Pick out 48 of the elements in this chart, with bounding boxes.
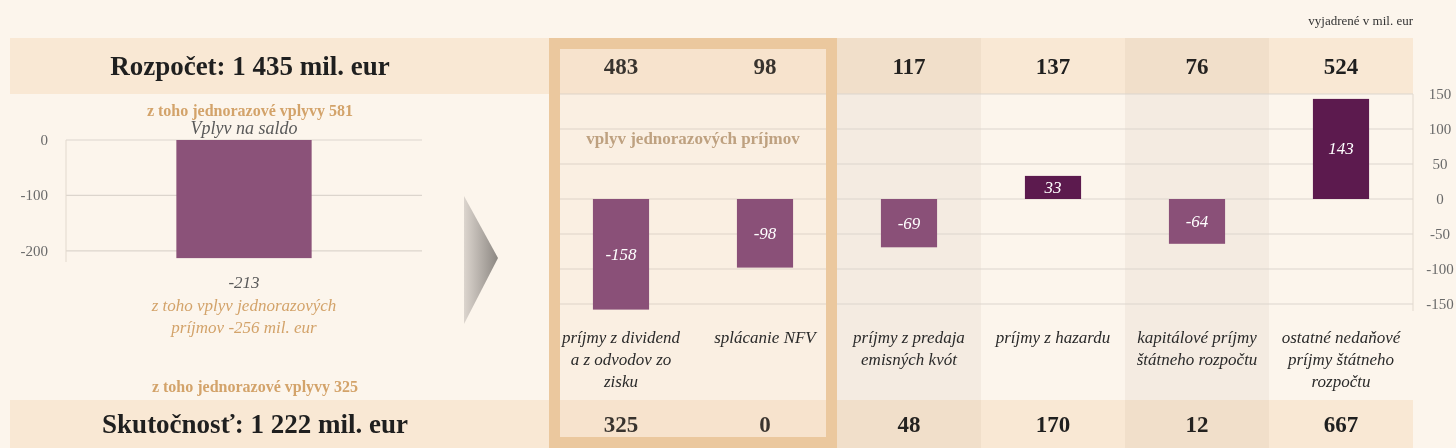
- data-label: 524: [1323, 53, 1359, 79]
- x-tick-label: splácanie NFV: [714, 327, 819, 347]
- data-label: 117: [892, 53, 926, 79]
- y-tick-label: -150: [1426, 296, 1454, 312]
- bar: [592, 199, 650, 310]
- y-tick-label: 150: [1428, 86, 1452, 102]
- y-tick-label: 50: [1432, 156, 1448, 172]
- data-label: 76: [1185, 53, 1209, 79]
- data-label: 0: [759, 411, 771, 437]
- x-tick-label: ostatné nedaňové príjmy štátneho rozpočtu: [1281, 327, 1402, 391]
- y-tick-label: 100: [1428, 121, 1452, 137]
- data-label: -158: [605, 244, 638, 264]
- data-label: 137: [1035, 53, 1071, 79]
- data-label: 667: [1323, 411, 1359, 437]
- data-label: 483: [603, 53, 639, 79]
- bar: [880, 199, 938, 248]
- data-label: -213: [228, 272, 260, 292]
- y-tick-label: 0: [40, 132, 48, 148]
- bar: [1312, 98, 1370, 199]
- data-label: -98: [753, 223, 777, 243]
- y-tick-label: -100: [1426, 261, 1454, 277]
- text: vyjadrené v mil. eur: [1308, 12, 1414, 28]
- x-tick-label: príjmy z dividend a z odvodov zo zisku: [560, 327, 681, 391]
- x-tick-label: kapitálové príjmy štátneho rozpočtu: [1136, 327, 1258, 369]
- x-tick-label: príjmy z hazardu: [994, 327, 1111, 347]
- y-tick-label: -50: [1430, 226, 1450, 242]
- data-label: 48: [897, 411, 921, 437]
- x-tick-label: príjmy z predaja emisných kvót: [852, 327, 965, 369]
- data-label: -64: [1185, 211, 1209, 231]
- data-label: 170: [1035, 411, 1071, 437]
- bar: [736, 199, 794, 268]
- data-label: -69: [897, 213, 921, 233]
- data-label: 325: [603, 411, 639, 437]
- data-label: 33: [1043, 177, 1062, 197]
- data-label: 12: [1185, 411, 1209, 437]
- bar: [1168, 199, 1226, 244]
- text: Skutočnosť: 1 222 mil. eur: [102, 409, 408, 439]
- y-tick-label: 0: [1436, 191, 1444, 207]
- bar: [1024, 175, 1082, 199]
- text: z toho jednorazové vplyvy 325: [151, 377, 359, 396]
- data-label: 143: [1328, 139, 1354, 159]
- data-label: 98: [753, 53, 777, 79]
- y-tick-label: -100: [20, 187, 48, 204]
- text: z toho vplyv jednorazových príjmov -256 mil. eur: [150, 295, 337, 337]
- text: z toho jednorazové vplyvy 581: [146, 101, 354, 120]
- text: Rozpočet: 1 435 mil. eur: [110, 51, 390, 81]
- y-tick-label: -200: [20, 242, 48, 259]
- band-label: vplyv jednorazových príjmov: [586, 128, 801, 148]
